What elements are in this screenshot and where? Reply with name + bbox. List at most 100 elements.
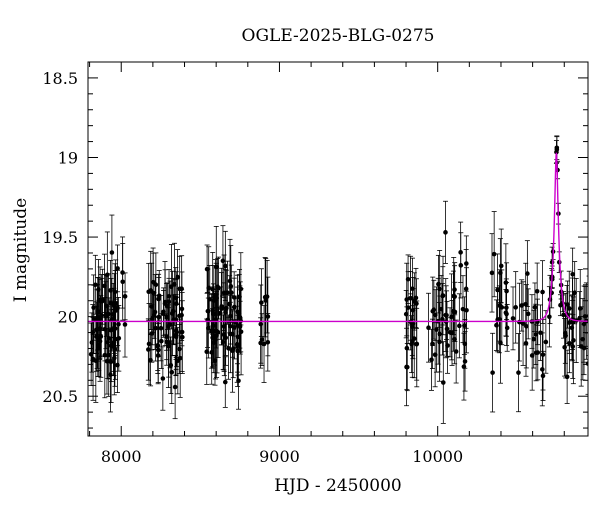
data-point	[232, 325, 237, 330]
data-point	[258, 340, 263, 346]
data-point	[581, 321, 587, 327]
data-point	[94, 327, 99, 333]
data-point	[102, 283, 107, 289]
data-point	[543, 339, 549, 345]
data-point	[211, 323, 216, 328]
data-point	[166, 343, 171, 349]
data-point	[112, 326, 118, 331]
data-point	[222, 379, 228, 385]
data-point	[209, 350, 215, 355]
data-point	[432, 352, 438, 358]
data-point	[160, 376, 166, 381]
data-point	[403, 311, 409, 317]
data-point	[516, 370, 521, 375]
data-point	[158, 325, 164, 331]
data-point	[211, 298, 217, 303]
data-point	[89, 340, 95, 345]
data-point	[153, 325, 158, 331]
data-point	[572, 290, 577, 296]
data-point	[538, 330, 543, 336]
data-point	[462, 323, 467, 328]
x-axis-label: HJD - 2450000	[274, 476, 402, 496]
data-point	[440, 293, 446, 299]
data-point	[237, 314, 243, 320]
data-point	[586, 313, 588, 318]
data-point	[173, 332, 179, 338]
data-point	[462, 341, 468, 347]
data-point	[259, 300, 264, 305]
data-point	[413, 295, 419, 301]
data-point	[146, 347, 151, 352]
data-point	[206, 325, 211, 331]
data-point	[529, 353, 535, 358]
data-point	[452, 309, 458, 315]
y-tick-label: 20.5	[42, 387, 78, 406]
data-point	[105, 339, 111, 345]
data-point	[180, 334, 185, 340]
data-point	[214, 329, 220, 334]
data-point	[164, 334, 170, 340]
data-point	[113, 301, 118, 306]
data-point	[547, 314, 552, 320]
data-point	[155, 347, 161, 353]
model-curve	[88, 152, 588, 323]
data-point	[156, 314, 162, 320]
data-point	[458, 250, 463, 255]
data-point	[532, 304, 538, 310]
data-point	[540, 289, 545, 295]
data-point	[566, 320, 572, 325]
data-point	[115, 305, 120, 311]
data-point	[430, 341, 435, 347]
data-point	[503, 280, 509, 285]
data-point	[534, 288, 540, 294]
data-point	[106, 352, 112, 358]
data-point	[504, 305, 509, 310]
data-point	[230, 348, 235, 354]
data-point	[554, 147, 560, 152]
data-point	[115, 362, 120, 368]
data-point	[206, 285, 212, 291]
data-point	[96, 287, 101, 292]
data-point	[227, 278, 233, 284]
axes: 8000 9000 10000 18.5 19 19.5 20 20.5	[42, 61, 589, 466]
data-point	[497, 317, 502, 322]
data-point	[105, 272, 110, 278]
data-point	[519, 303, 525, 308]
data-point	[177, 313, 182, 319]
data-point	[531, 336, 537, 342]
data-point	[443, 230, 448, 235]
data-point	[102, 352, 108, 358]
data-point	[226, 345, 231, 351]
data-point	[210, 308, 216, 313]
data-point	[504, 325, 510, 331]
data-point	[524, 323, 529, 329]
y-axis-label: I magnitude	[11, 198, 31, 302]
data-point	[491, 251, 497, 257]
data-point	[263, 298, 269, 303]
data-point	[204, 266, 210, 272]
data-point	[153, 282, 159, 287]
data-point	[122, 294, 128, 299]
data-point	[540, 367, 545, 372]
data-point	[414, 301, 419, 306]
data-point	[148, 357, 153, 363]
data-point	[565, 302, 570, 307]
data-point	[219, 306, 224, 312]
data-point	[562, 344, 567, 350]
data-point	[490, 370, 495, 375]
data-point	[155, 343, 161, 349]
data-point	[569, 325, 575, 331]
data-point	[510, 316, 516, 321]
data-point	[499, 305, 505, 310]
data-point	[115, 266, 120, 271]
data-point	[109, 250, 115, 255]
data-point	[577, 306, 583, 311]
data-point	[489, 270, 495, 276]
data-point	[577, 316, 582, 321]
data-point	[443, 312, 449, 318]
data-point	[437, 331, 443, 337]
x-tick-label: 9000	[259, 447, 300, 466]
data-point	[513, 305, 519, 310]
data-point	[404, 297, 410, 302]
